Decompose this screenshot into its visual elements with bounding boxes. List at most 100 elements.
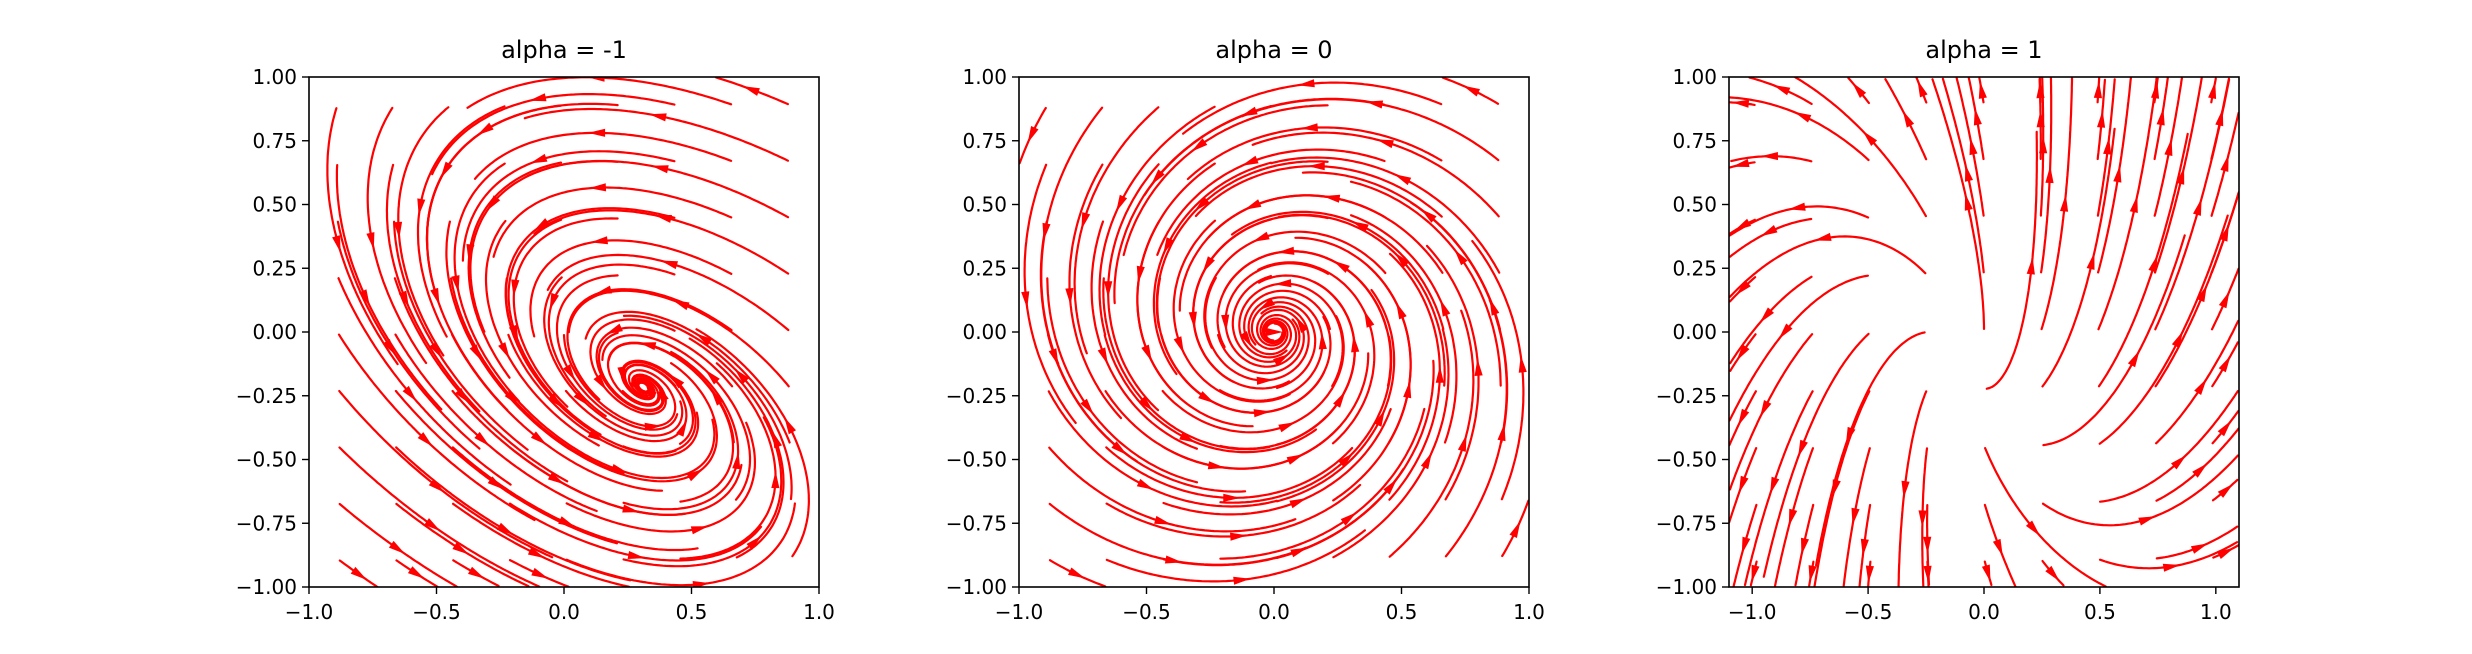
stream-arrow <box>2036 81 2045 99</box>
stream-arrow <box>1773 84 1791 96</box>
stream-arrow <box>563 364 576 381</box>
y-tick-label: 0.25 <box>1672 256 1717 280</box>
stream-arrow <box>1788 202 1806 211</box>
stream-arrow <box>1365 100 1384 109</box>
stream-arrow <box>1902 110 1915 128</box>
stream-arrow <box>1295 316 1309 333</box>
stream-arrow <box>1788 508 1798 527</box>
y-tick-label: −0.25 <box>1656 384 1717 408</box>
stream-arrow <box>1273 353 1290 367</box>
stream-arrow <box>593 374 607 391</box>
y-tick-label: 0.00 <box>962 320 1007 344</box>
stream-arrow <box>2190 543 2209 554</box>
stream-arrow <box>1394 252 1410 268</box>
stream-arrow <box>1992 538 2003 557</box>
stream-arrow <box>1080 398 1094 415</box>
panel-title: alpha = 0 <box>1215 36 1332 64</box>
stream-arrow <box>474 431 490 447</box>
stream-arrow <box>2215 108 2224 127</box>
stream-arrow <box>366 232 375 250</box>
stream-arrow <box>1340 512 1357 526</box>
stream-arrow <box>1266 327 1283 337</box>
stream-arrow <box>1116 194 1128 212</box>
stream-arrow <box>417 198 426 216</box>
stream-arrow <box>477 122 494 136</box>
stream-arrow <box>660 260 678 270</box>
stream-arrow <box>1179 432 1197 443</box>
stream-arrow <box>1814 232 1832 241</box>
stream-arrow <box>1474 358 1483 376</box>
stream-arrow <box>2217 483 2234 498</box>
stream-arrow <box>429 341 442 359</box>
stream-arrow <box>549 292 559 311</box>
stream-arrow <box>1394 174 1412 186</box>
stream-arrow <box>2217 420 2232 437</box>
x-tick-label: −1.0 <box>1728 600 1777 624</box>
stream-arrow <box>1965 164 1973 182</box>
stream-arrow <box>1042 222 1051 241</box>
stream-arrow <box>1923 536 1932 554</box>
stream-arrow <box>1420 208 1437 223</box>
stream-arrow <box>398 290 409 308</box>
stream-arrow <box>1808 565 1817 583</box>
stream-arrow <box>2036 110 2045 128</box>
stream-arrow <box>1420 452 1432 470</box>
stream-arrow <box>734 368 750 384</box>
stream-arrow <box>2156 108 2165 126</box>
stream-arrow <box>533 218 550 232</box>
y-tick-label: 1.00 <box>1672 65 1717 89</box>
stream-arrow <box>1973 108 1982 126</box>
panel-3: alpha = 1 −1.0 −0.5 0.0 0.5 1.0 −1.00 −0.75 −0.… <box>1656 36 2240 624</box>
stream-arrow <box>2127 350 2140 368</box>
stream-arrow <box>1221 314 1230 332</box>
stream-arrow <box>383 339 396 356</box>
stream-arrow <box>1322 194 1341 203</box>
stream-arrow <box>1277 246 1295 255</box>
stream-arrow <box>1845 426 1856 445</box>
stream-arrow <box>1318 332 1327 350</box>
stream-arrow <box>468 566 485 579</box>
stream-arrow <box>350 566 367 580</box>
stream-arrow <box>1138 396 1154 412</box>
stream-arrow <box>1462 85 1480 97</box>
y-tick-label: −0.50 <box>1656 448 1717 472</box>
y-tick-label: 0.50 <box>252 193 297 217</box>
stream-arrow <box>2176 167 2185 185</box>
stream-arrow <box>2148 254 2158 273</box>
stream-arrow <box>784 417 796 435</box>
stream-arrow <box>2025 520 2041 537</box>
stream-arrow <box>1278 422 1296 433</box>
stream-arrow <box>486 195 501 212</box>
stream-arrow <box>2045 565 2060 582</box>
stream-arrow <box>1136 265 1145 284</box>
stream-arrow <box>1351 221 1369 232</box>
stream-arrow <box>1851 507 1860 526</box>
stream-arrow <box>2193 198 2202 216</box>
stream-arrow <box>690 526 709 535</box>
stream-arrow <box>394 221 403 239</box>
stream-arrow <box>1801 537 1809 556</box>
stream-arrow <box>469 344 482 361</box>
stream-arrow <box>1258 297 1275 311</box>
x-tick-label: −0.5 <box>412 600 461 624</box>
stream-arrow <box>2192 463 2208 478</box>
stream-arrow <box>1760 152 1778 161</box>
stream-arrow <box>2171 330 2184 348</box>
stream-arrow <box>1964 193 1973 211</box>
stream-arrow <box>1396 302 1407 320</box>
stream-arrow <box>417 432 433 447</box>
stream-arrow <box>692 581 710 587</box>
stream-arrow <box>588 128 606 137</box>
stream-arrow <box>1173 336 1184 354</box>
stream-arrow <box>588 183 607 192</box>
stream-arrow <box>669 373 685 389</box>
stream-arrow <box>1760 225 1778 237</box>
panel-title: alpha = 1 <box>1925 36 2042 64</box>
stream-arrow <box>2129 195 2138 213</box>
x-tick-label: 0.5 <box>2084 600 2116 624</box>
stream-arrow <box>587 429 605 442</box>
y-tick-label: −0.75 <box>946 511 1007 535</box>
stream-arrow <box>529 93 547 102</box>
stream-arrow <box>1021 291 1030 309</box>
stream-arrow <box>2219 224 2229 242</box>
